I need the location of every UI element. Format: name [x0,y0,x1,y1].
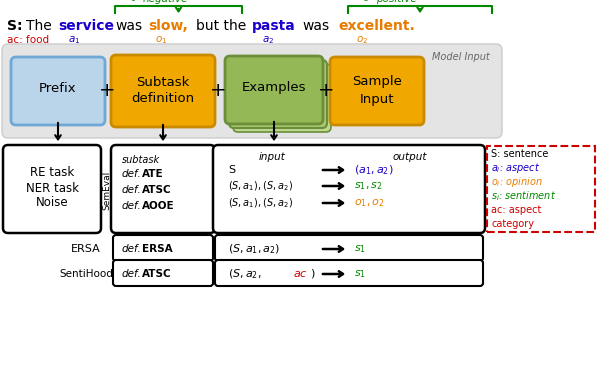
Text: category: category [491,219,534,229]
Text: Model Input: Model Input [432,52,490,62]
Text: ERSA: ERSA [142,244,173,254]
Bar [487,146,595,232]
Text: def.: def. [122,169,142,179]
FancyBboxPatch shape [233,64,331,132]
Text: was: was [302,19,329,33]
FancyBboxPatch shape [111,55,215,127]
Text: +: + [210,81,226,100]
Text: def.: def. [122,185,142,195]
Text: S: sentence: S: sentence [491,149,548,159]
Text: $)$: $)$ [310,268,315,280]
FancyBboxPatch shape [225,56,323,124]
Text: pasta: pasta [252,19,296,33]
Text: $a_1$: $a_1$ [68,34,80,46]
Text: slow,: slow, [148,19,188,33]
Text: Noise: Noise [36,196,68,209]
Text: $o_1$: $o_1$ [155,34,167,46]
Text: $ac$: $ac$ [293,269,308,279]
Text: ac: food: ac: food [7,35,49,45]
FancyBboxPatch shape [229,60,327,128]
FancyBboxPatch shape [2,44,502,138]
Text: +: + [318,81,334,100]
FancyBboxPatch shape [330,57,424,125]
Text: $s_1$: $s_1$ [354,243,366,255]
Text: ERSA: ERSA [71,244,101,254]
Text: was: was [115,19,142,33]
FancyBboxPatch shape [213,145,485,233]
FancyBboxPatch shape [215,235,483,261]
Text: NER task: NER task [26,182,78,195]
Text: definition: definition [132,92,194,106]
Text: def.: def. [122,201,142,211]
Text: $o_2$: $o_2$ [356,34,368,46]
Text: $(S, a_1), (S, a_2)$: $(S, a_1), (S, a_2)$ [228,179,293,193]
Text: service: service [58,19,114,33]
Text: Input: Input [360,92,394,106]
Text: def.: def. [122,244,142,254]
FancyBboxPatch shape [3,145,101,233]
Text: S:: S: [7,19,23,33]
Text: negative: negative [143,0,188,4]
Text: $(S, a_2,$: $(S, a_2,$ [228,267,261,281]
Text: $(S, a_1), (S, a_2)$: $(S, a_1), (S, a_2)$ [228,196,293,210]
Text: positive: positive [376,0,417,4]
Text: $o_i$: opinion: $o_i$: opinion [491,175,543,189]
Text: $(a_1, a_2)$: $(a_1, a_2)$ [354,163,393,177]
Text: output: output [393,152,427,162]
Text: AOOE: AOOE [142,201,175,211]
Text: $(S, a_1, a_2)$: $(S, a_1, a_2)$ [228,242,280,256]
Text: The: The [26,19,52,33]
Text: $s_i$: sentiment: $s_i$: sentiment [491,189,556,203]
FancyBboxPatch shape [111,145,215,233]
Text: $s_2$: $s_2$ [358,0,369,4]
FancyBboxPatch shape [215,260,483,286]
Text: $o_1, o_2$: $o_1, o_2$ [354,197,385,209]
Text: $s_1, s_2$: $s_1, s_2$ [354,180,383,192]
Text: SemEval: SemEval [102,170,111,210]
FancyBboxPatch shape [113,235,213,261]
Text: subtask: subtask [122,155,160,165]
Text: $s_1$: $s_1$ [125,0,136,4]
Text: $a_i$: aspect: $a_i$: aspect [491,161,540,175]
Text: Subtask: Subtask [136,76,190,89]
Text: Examples: Examples [242,81,306,95]
Text: but the: but the [196,19,246,33]
Text: ATSC: ATSC [142,185,172,195]
Text: def.: def. [122,269,142,279]
Text: $s_1$: $s_1$ [354,268,366,280]
Text: excellent.: excellent. [338,19,415,33]
Text: RE task: RE task [30,166,74,179]
Text: Sample: Sample [352,76,402,89]
Text: SentiHood: SentiHood [59,269,113,279]
Text: ATE: ATE [142,169,164,179]
Text: input: input [258,152,285,162]
FancyBboxPatch shape [11,57,105,125]
Text: Prefix: Prefix [39,82,77,95]
Text: $a_2$: $a_2$ [262,34,274,46]
Text: ATSC: ATSC [142,269,172,279]
FancyBboxPatch shape [113,260,213,286]
Text: +: + [99,81,115,100]
Text: ac: aspect: ac: aspect [491,205,541,215]
Text: S: S [228,165,235,175]
